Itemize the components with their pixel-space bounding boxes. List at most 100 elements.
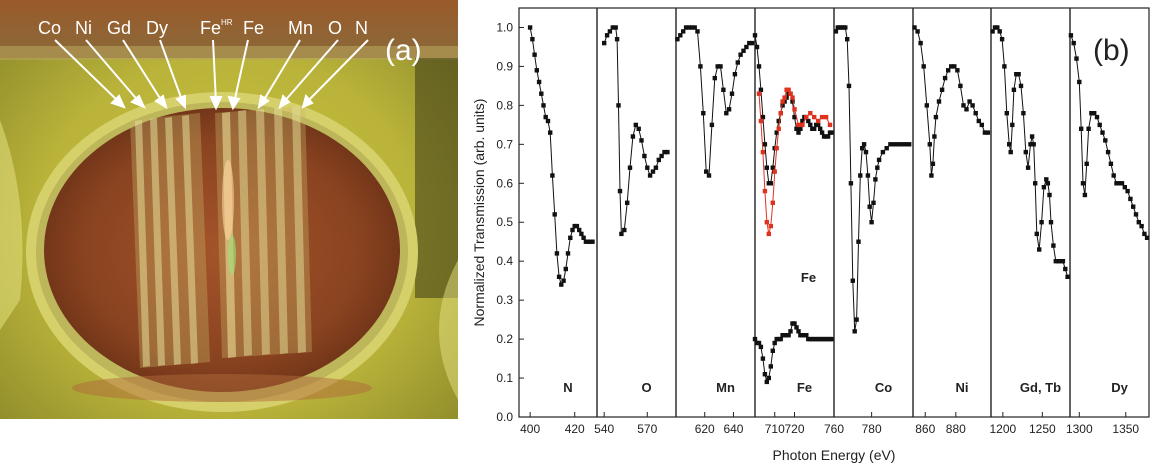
data-point (1007, 142, 1012, 147)
data-point (1074, 56, 1079, 61)
data-point (939, 87, 945, 92)
data-point (804, 114, 809, 120)
data-point (764, 165, 769, 170)
data-point (1079, 126, 1084, 131)
x-tick-label: 1200 (989, 422, 1016, 436)
data-point (1111, 173, 1116, 178)
data-point (552, 212, 557, 217)
y-axis-label: Normalized Transmission (arb. units) (471, 99, 487, 327)
subplot-label: Dy (1111, 380, 1128, 395)
data-point (800, 122, 805, 128)
data-point (1044, 177, 1049, 182)
data-point (712, 75, 717, 81)
data-point (804, 333, 809, 338)
data-point (1058, 259, 1063, 264)
data-point (602, 40, 607, 46)
data-point (619, 231, 624, 237)
x-tick-label: 1350 (1112, 422, 1139, 436)
data-point (774, 130, 779, 135)
data-point (1014, 72, 1019, 77)
data-point (816, 118, 821, 124)
data-point (823, 114, 829, 120)
data-point (776, 118, 781, 124)
data-point (590, 239, 595, 244)
data-point (788, 91, 793, 96)
data-point (772, 169, 777, 174)
x-tick-label: 420 (565, 422, 585, 436)
data-point (625, 200, 630, 205)
data-point (1056, 259, 1061, 264)
data-point (1025, 165, 1031, 170)
element-label: O (328, 18, 342, 38)
data-point (827, 122, 833, 128)
data-point (729, 91, 735, 96)
data-point (861, 142, 867, 147)
data-point (675, 37, 680, 42)
subplot-label: Co (875, 380, 892, 395)
data-point (613, 25, 618, 30)
data-point (1051, 243, 1056, 248)
data-point (665, 149, 670, 155)
data-point (1125, 188, 1130, 194)
data-point (770, 165, 775, 170)
subplot-label: N (563, 380, 572, 395)
data-point (812, 114, 817, 120)
data-point (961, 103, 966, 108)
data-point (647, 173, 653, 178)
data-point (686, 25, 692, 30)
x-tick-label: 780 (862, 422, 882, 436)
data-point (689, 25, 694, 30)
element-label: Mn (288, 18, 313, 38)
data-point (873, 177, 878, 182)
data-point (701, 111, 706, 116)
data-point (695, 29, 700, 34)
data-point (726, 107, 732, 112)
data-point (852, 329, 857, 334)
data-point (819, 130, 825, 135)
data-point (554, 251, 560, 256)
data-point (895, 142, 901, 147)
data-point (563, 266, 568, 272)
data-point (758, 118, 764, 124)
data-point (1084, 161, 1089, 166)
data-point (790, 95, 795, 100)
data-point (738, 52, 743, 57)
data-point (860, 146, 865, 151)
data-point (1047, 192, 1052, 198)
data-point (747, 40, 752, 46)
data-point (973, 111, 978, 116)
data-point (880, 149, 886, 155)
wafer (44, 108, 400, 392)
data-point (749, 40, 755, 46)
data-point (1142, 231, 1147, 237)
data-point (780, 103, 785, 108)
data-point (778, 336, 783, 342)
data-point (829, 130, 835, 135)
data-point (756, 340, 762, 346)
data-point (762, 142, 768, 147)
data-point (1108, 161, 1114, 166)
element-label: Fe (243, 18, 264, 38)
data-point (933, 114, 939, 120)
data-point (756, 64, 762, 69)
data-point (561, 278, 566, 283)
data-point (1053, 259, 1058, 264)
data-point (1010, 122, 1015, 128)
data-point (762, 188, 768, 194)
data-point (1018, 83, 1024, 89)
data-point (1063, 266, 1068, 272)
data-point (616, 103, 621, 108)
data-point (899, 142, 904, 147)
y-tick-label: 0.3 (496, 293, 513, 307)
data-point (565, 251, 571, 256)
data-point (921, 64, 926, 69)
data-point (627, 165, 633, 170)
data-point (907, 142, 912, 147)
x-tick-label: 880 (946, 422, 966, 436)
data-point (760, 149, 766, 155)
data-point (1004, 111, 1009, 116)
data-point (806, 118, 811, 124)
data-point (768, 223, 773, 229)
wafer-photo: Co Ni Gd Dy FeHR Fe Mn O N (a) (0, 0, 458, 419)
data-point (796, 130, 801, 135)
